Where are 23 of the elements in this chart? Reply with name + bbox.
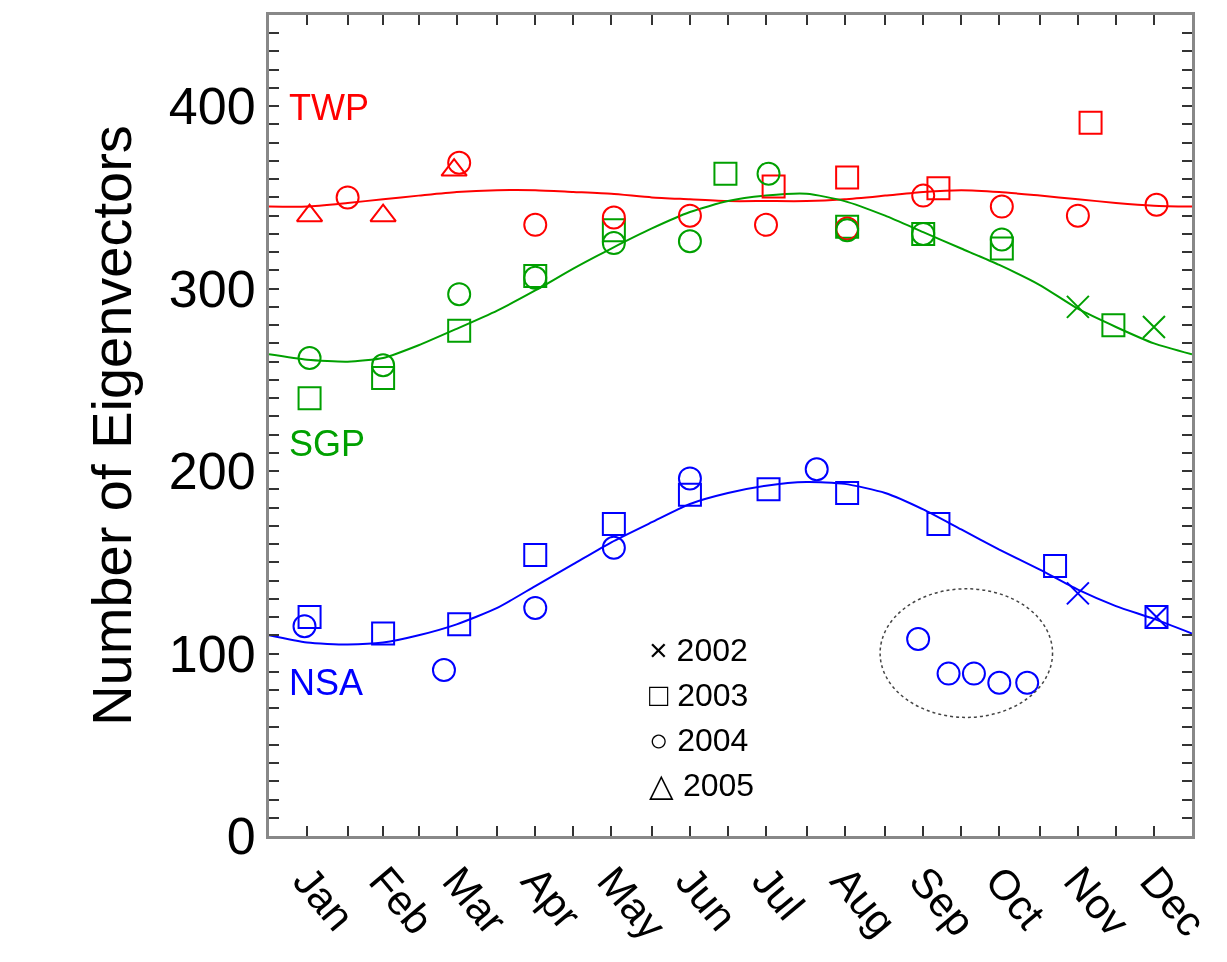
point [601,205,626,230]
point [989,194,1014,219]
y-tick-label: 400 [168,77,256,136]
annotation: □ 2003 [649,677,749,713]
point [447,150,472,175]
y-tick-label: 300 [168,259,256,318]
point [1144,192,1169,217]
point [523,212,548,237]
y-tick-label: 0 [226,807,256,866]
point [1065,203,1090,228]
annotation: SGP [289,423,366,464]
point [335,185,360,210]
point [754,212,778,237]
point [677,203,702,228]
y-tick-label: 200 [168,442,256,501]
annotation: NSA [289,662,364,703]
point [911,183,936,208]
annotation: × 2002 [649,632,748,668]
annotation: ○ 2004 [649,722,749,758]
y-axis-title: Number of Eigenvectors [79,125,143,726]
annotation: TWP [289,87,369,128]
annotation: △ 2005 [649,767,755,803]
y-tick-label: 100 [168,624,256,683]
